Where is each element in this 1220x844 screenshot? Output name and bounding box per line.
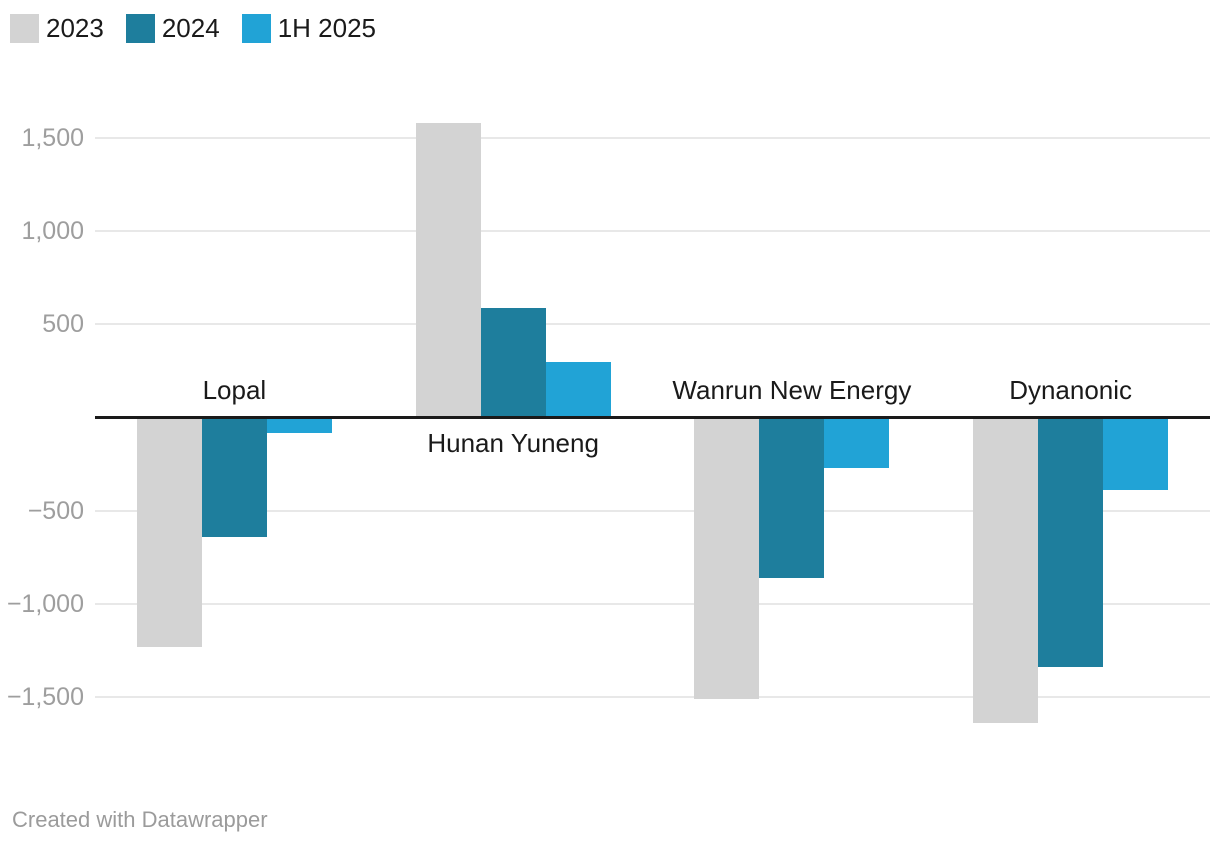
bar-2023-wanrun-new-energy [694,417,760,699]
bar-2023-lopal [136,417,202,647]
gridline--500 [95,509,1210,512]
bar-2024-dynanonic [1038,417,1104,668]
legend-swatch-2023 [10,14,39,43]
legend-label-2023: 2023 [46,13,104,43]
legend-swatch-2024 [125,14,155,43]
gridline-1000 [95,230,1210,233]
legend-swatch-1h-2025 [241,14,271,43]
gridline-500 [95,323,1210,326]
y-axis-tick-label: 500 [42,310,84,339]
legend-item-2023: 2023 [10,14,104,43]
bar-1h-2025-dynanonic [1103,417,1169,491]
bar-2023-dynanonic [973,417,1039,724]
legend-item-1h-2025: 1H 2025 [241,13,376,43]
bar-1h-2025-lopal [266,417,332,434]
gridline--1000 [95,602,1210,605]
category-label-dynanonic: Dynanonic [1009,375,1133,405]
legend: 2023 2024 1H 2025 [10,14,376,43]
bar-2024-wanrun-new-energy [759,417,825,578]
bar-1h-2025-hunan-yuneng [545,361,611,418]
y-axis-tick-label: −500 [27,496,84,525]
y-axis-tick-label: −1,000 [6,589,84,618]
legend-item-2024: 2024 [125,13,220,43]
bar-1h-2025-wanrun-new-energy [824,417,890,468]
category-label-hunan-yuneng: Hunan Yuneng [427,427,599,458]
legend-label-1h-2025: 1H 2025 [277,13,376,43]
category-label-wanrun-new-energy: Wanrun New Energy [672,375,912,405]
gridline-1500 [95,136,1210,139]
y-axis-tick-label: −1,500 [6,683,84,712]
zero-baseline [95,416,1210,419]
gridline--1500 [95,696,1210,699]
legend-label-2024: 2024 [161,13,220,43]
category-label-lopal: Lopal [202,375,267,405]
bar-2024-hunan-yuneng [480,307,546,418]
bar-2023-hunan-yuneng [415,122,481,418]
bar-2024-lopal [201,417,267,537]
y-axis-tick-label: 1,500 [21,123,84,152]
datawrapper-credit: Created with Datawrapper [12,807,268,832]
y-axis-tick-label: 1,000 [21,217,84,246]
